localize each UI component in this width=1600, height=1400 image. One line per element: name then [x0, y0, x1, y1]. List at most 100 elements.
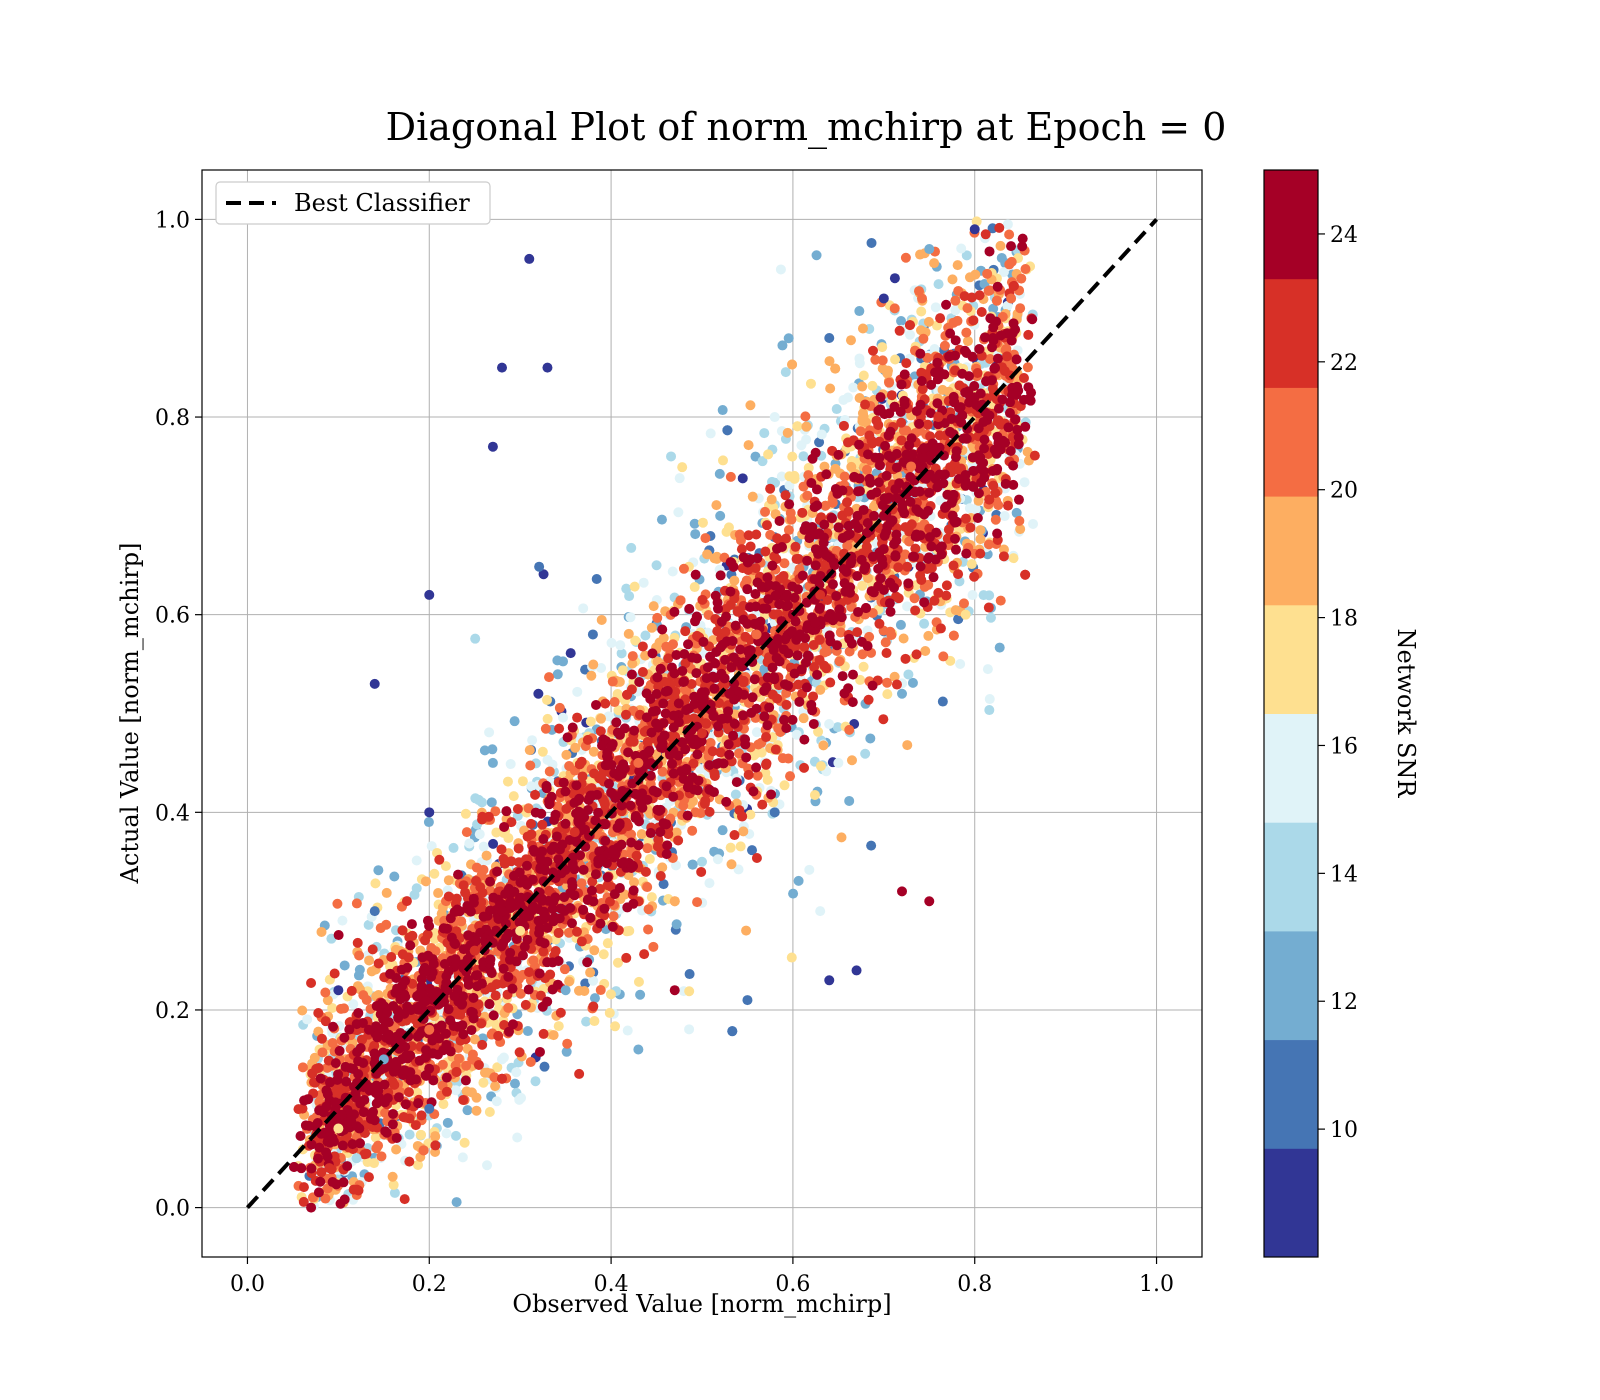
data-point	[527, 735, 538, 746]
data-point	[561, 1046, 572, 1057]
data-point	[481, 850, 492, 861]
data-point	[910, 605, 921, 616]
data-point	[815, 684, 826, 695]
data-point	[904, 320, 915, 331]
data-point	[961, 327, 972, 338]
data-point	[438, 1099, 449, 1110]
data-point	[799, 641, 810, 652]
data-point	[466, 1087, 477, 1098]
data-point	[958, 598, 969, 609]
data-point	[898, 633, 909, 644]
data-point	[482, 1067, 493, 1078]
data-point	[610, 1021, 621, 1032]
data-point	[787, 451, 798, 462]
data-point	[780, 367, 791, 378]
data-point	[960, 513, 971, 524]
data-point	[658, 632, 669, 643]
data-point	[460, 887, 471, 898]
data-point	[757, 456, 768, 467]
data-point	[896, 417, 907, 428]
data-point	[370, 1132, 381, 1143]
data-point	[337, 915, 348, 926]
data-point	[298, 1182, 309, 1193]
data-point	[877, 355, 888, 366]
data-point	[297, 1062, 308, 1073]
data-point	[785, 771, 796, 782]
data-point	[762, 774, 773, 785]
data-point	[478, 1077, 489, 1088]
data-point	[354, 950, 365, 961]
data-point	[842, 497, 853, 508]
data-point	[603, 711, 614, 722]
data-point	[995, 595, 1006, 606]
data-point	[361, 1148, 372, 1159]
data-point	[814, 437, 825, 448]
data-point	[920, 645, 931, 656]
data-point	[894, 325, 905, 336]
data-point	[848, 382, 859, 393]
data-point	[415, 1129, 426, 1140]
data-point	[364, 955, 375, 966]
data-point	[552, 655, 563, 666]
data-point	[854, 306, 865, 317]
data-point	[638, 577, 649, 588]
data-point	[1014, 515, 1025, 526]
data-point	[602, 938, 613, 949]
data-point	[950, 305, 961, 316]
data-point	[413, 1160, 424, 1171]
data-point	[648, 941, 659, 952]
data-point	[599, 796, 610, 807]
data-point	[919, 618, 930, 629]
data-point	[687, 859, 698, 870]
data-point	[902, 601, 913, 612]
data-point	[993, 500, 1004, 511]
data-point	[640, 630, 651, 641]
data-point	[576, 878, 587, 889]
data-point	[553, 1021, 564, 1032]
data-point	[800, 411, 811, 422]
data-point	[916, 306, 927, 317]
data-point	[1020, 263, 1031, 274]
data-point	[760, 506, 771, 517]
data-point	[522, 1026, 533, 1037]
data-point	[726, 859, 737, 870]
data-point	[502, 776, 513, 787]
data-point	[866, 840, 877, 851]
data-point	[588, 746, 599, 757]
data-point	[717, 825, 728, 836]
data-point	[991, 295, 1002, 306]
data-point	[988, 303, 999, 314]
data-point	[751, 853, 762, 864]
data-point	[788, 888, 799, 899]
data-point	[805, 378, 816, 389]
data-point	[391, 1144, 402, 1155]
data-point	[867, 345, 878, 356]
chart-title: Diagonal Plot of norm_mchirp at Epoch = …	[386, 105, 1227, 150]
data-point	[860, 748, 871, 759]
data-point	[813, 726, 824, 737]
data-point	[513, 843, 524, 854]
data-point	[882, 677, 893, 688]
data-point	[643, 924, 654, 935]
data-point	[1015, 303, 1026, 314]
data-point	[717, 455, 728, 466]
data-point	[416, 1110, 427, 1121]
data-point	[903, 669, 914, 680]
data-point	[743, 440, 754, 451]
data-point	[781, 699, 792, 710]
data-point	[743, 530, 754, 541]
data-point	[625, 612, 636, 623]
data-point	[900, 522, 911, 533]
data-point	[552, 669, 563, 680]
data-point	[783, 525, 794, 536]
data-point	[765, 483, 776, 494]
data-point	[339, 960, 350, 971]
data-point	[617, 665, 628, 676]
data-point	[777, 340, 788, 351]
data-point	[525, 1056, 536, 1067]
data-point	[889, 273, 900, 284]
data-point	[838, 420, 849, 431]
data-point	[757, 799, 768, 810]
data-point	[933, 279, 944, 290]
data-point	[367, 944, 378, 955]
